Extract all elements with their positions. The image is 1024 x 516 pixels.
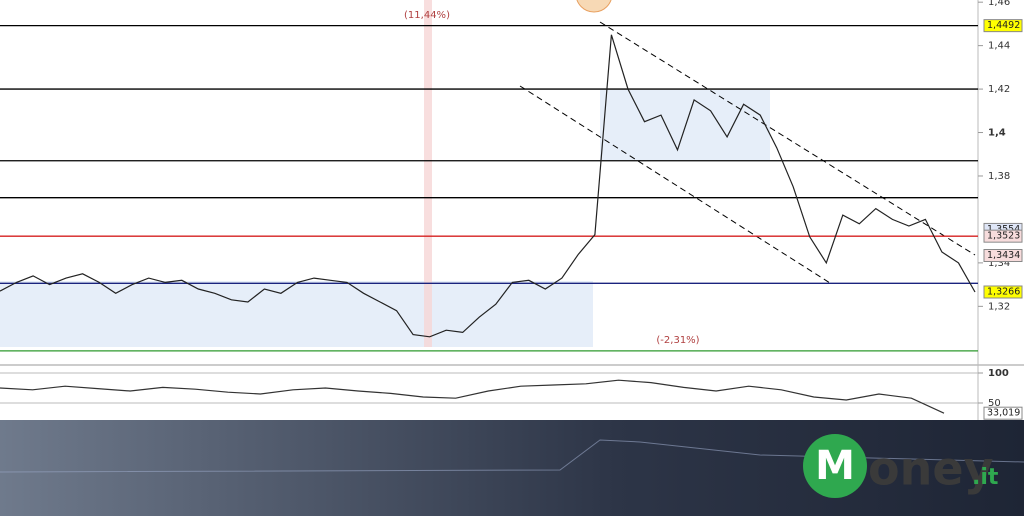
price-tag-label: 1,3554 bbox=[987, 224, 1020, 235]
y-tick-label: 1,46 bbox=[988, 0, 1010, 8]
trend-line bbox=[519, 85, 831, 284]
annotation: (-2,31%) bbox=[656, 335, 699, 346]
highlight-band bbox=[424, 0, 432, 347]
y-tick-label: 1,44 bbox=[988, 41, 1010, 52]
price-tag-label: 33,019 bbox=[987, 408, 1020, 419]
logo-letter: M bbox=[815, 443, 855, 489]
zone bbox=[0, 281, 593, 347]
y-tick-label: 1,38 bbox=[988, 171, 1010, 182]
y-tick-label: 1,42 bbox=[988, 84, 1010, 95]
y-tick-label: 50 bbox=[988, 398, 1001, 409]
logo-suffix: .it bbox=[972, 465, 999, 490]
faded-line bbox=[0, 439, 1024, 473]
price-line bbox=[0, 379, 945, 414]
y-tick-label: 1,32 bbox=[988, 301, 1010, 312]
trend-line bbox=[599, 21, 976, 256]
y-tick-label: 1,34 bbox=[988, 258, 1010, 269]
price-tag bbox=[983, 229, 1023, 243]
logo-circle bbox=[803, 434, 867, 498]
zone bbox=[600, 90, 770, 160]
price-tag-label: 1,4492 bbox=[987, 20, 1020, 31]
price-tag-label: 1,3434 bbox=[987, 250, 1020, 261]
price-tag-label: 1,3523 bbox=[987, 231, 1020, 242]
price-tag bbox=[983, 406, 1023, 420]
price-tag bbox=[983, 285, 1023, 299]
price-tag-label: 1,3266 bbox=[987, 287, 1020, 298]
price-line bbox=[0, 34, 976, 338]
price-tag bbox=[983, 249, 1023, 262]
price-tag bbox=[983, 19, 1023, 33]
highlight-circle bbox=[576, 0, 612, 13]
y-tick-label: 100 bbox=[988, 368, 1009, 379]
y-tick-label: 1,4 bbox=[988, 128, 1006, 139]
logo-word: oney bbox=[868, 442, 994, 496]
annotation: (11,44%) bbox=[404, 10, 450, 21]
